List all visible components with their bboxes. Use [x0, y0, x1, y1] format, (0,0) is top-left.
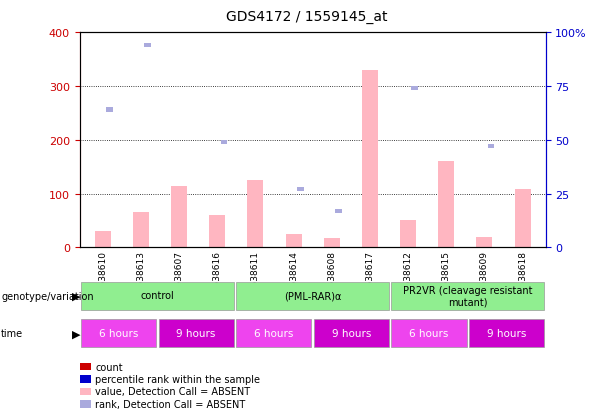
Bar	[94, 232, 110, 248]
Bar	[297, 188, 303, 192]
Bar	[236, 282, 389, 310]
Text: 9 hours: 9 hours	[332, 328, 371, 338]
Text: 9 hours: 9 hours	[177, 328, 216, 338]
Text: percentile rank within the sample: percentile rank within the sample	[95, 374, 260, 384]
Bar	[209, 216, 225, 248]
Text: control: control	[140, 291, 174, 301]
Bar	[362, 71, 378, 248]
Text: 9 hours: 9 hours	[487, 328, 527, 338]
Text: count: count	[95, 362, 123, 372]
Bar	[221, 140, 227, 145]
Text: genotype/variation: genotype/variation	[1, 291, 94, 301]
Bar	[133, 213, 149, 248]
Bar	[400, 221, 416, 248]
Bar	[144, 44, 151, 48]
Bar	[236, 320, 311, 347]
Bar	[159, 320, 234, 347]
Bar	[488, 145, 495, 149]
Bar	[286, 234, 302, 248]
Bar	[515, 190, 531, 248]
Bar	[392, 282, 544, 310]
Text: rank, Detection Call = ABSENT: rank, Detection Call = ABSENT	[95, 399, 245, 409]
Text: GDS4172 / 1559145_at: GDS4172 / 1559145_at	[226, 10, 387, 24]
Bar	[106, 108, 113, 112]
Text: 6 hours: 6 hours	[99, 328, 138, 338]
Text: (PML-RAR)α: (PML-RAR)α	[284, 291, 341, 301]
Bar	[476, 237, 492, 248]
Text: 6 hours: 6 hours	[254, 328, 294, 338]
Text: time: time	[1, 328, 23, 339]
Bar	[81, 282, 234, 310]
Text: PR2VR (cleavage resistant
mutant): PR2VR (cleavage resistant mutant)	[403, 285, 533, 306]
Bar	[247, 180, 264, 248]
Bar	[171, 186, 187, 248]
Bar	[438, 162, 454, 248]
Bar	[392, 320, 466, 347]
Bar	[335, 209, 342, 214]
Bar	[324, 238, 340, 248]
Text: 6 hours: 6 hours	[409, 328, 449, 338]
Text: ▶: ▶	[72, 328, 81, 339]
Bar	[81, 320, 156, 347]
Text: ▶: ▶	[72, 291, 81, 301]
Text: value, Detection Call = ABSENT: value, Detection Call = ABSENT	[95, 387, 250, 396]
Bar	[526, 26, 533, 31]
Bar	[411, 87, 418, 91]
Bar	[314, 320, 389, 347]
Bar	[469, 320, 544, 347]
